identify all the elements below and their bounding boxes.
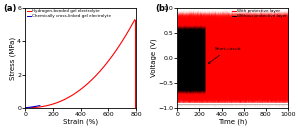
- Text: (b): (b): [155, 4, 169, 13]
- Legend: Hydrogen-bonded gel electrolyte, Chemically cross-linked gel electrolyte: Hydrogen-bonded gel electrolyte, Chemica…: [26, 9, 111, 18]
- Text: Short-circuit: Short-circuit: [208, 47, 242, 63]
- Y-axis label: Stress (MPa): Stress (MPa): [9, 36, 16, 79]
- Y-axis label: Voltage (V): Voltage (V): [150, 39, 157, 77]
- X-axis label: Strain (%): Strain (%): [63, 118, 98, 125]
- Legend: With protective layer, Without protective layer: With protective layer, Without protectiv…: [231, 9, 287, 18]
- Text: (a): (a): [3, 4, 16, 13]
- X-axis label: Time (h): Time (h): [218, 118, 247, 125]
